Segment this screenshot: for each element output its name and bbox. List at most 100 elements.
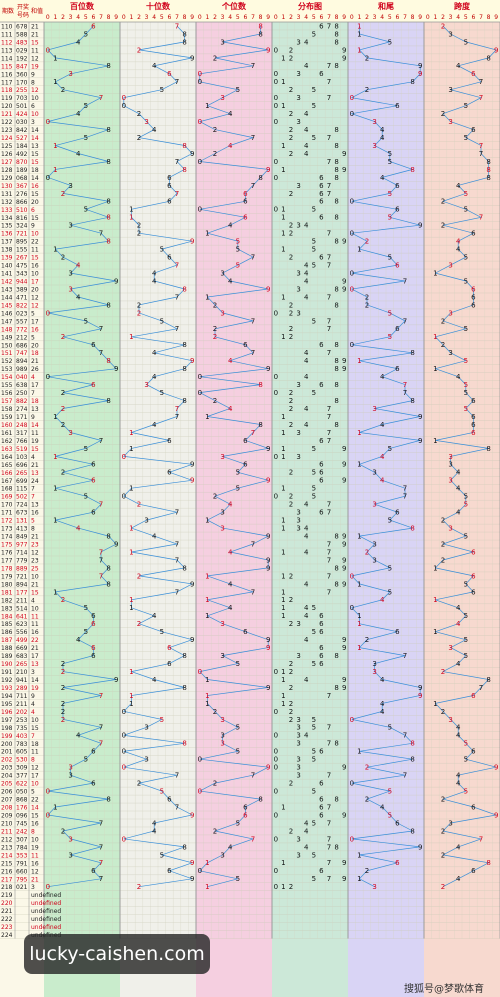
trend-point-0: 5 [84,445,88,453]
distribution-point: 2 [289,493,293,501]
trend-point-2: 7 [251,134,255,142]
distribution-point: 5 [312,238,316,246]
trend-point-5: 5 [464,493,468,501]
period-cell: 189 [1,653,13,660]
panel-0-digit-6: 6 [91,14,95,21]
distribution-point: 0 [274,309,278,317]
trend-point-5: 6 [471,413,476,421]
period-cell: 117 [1,79,13,86]
draw-cell: 483 [16,39,28,46]
trend-point-4: 4 [380,676,385,684]
trend-point-5: 5 [464,580,468,588]
trend-point-1: 5 [160,86,164,94]
trend-point-0: 6 [91,748,96,756]
trend-point-2: 1 [205,572,209,580]
distribution-point: 9 [342,365,346,373]
period-cell: 158 [1,406,13,413]
trend-point-1: 7 [175,293,179,301]
period-cell: 146 [1,310,13,317]
trend-point-0: 2 [61,405,65,413]
trend-point-1: 3 [144,118,148,126]
period-cell: 195 [1,701,13,708]
trend-point-0: 6 [91,867,96,875]
distribution-point: 4 [304,349,309,357]
trend-point-4: 6 [395,819,400,827]
trend-point-5: 2 [441,795,445,803]
distribution-point: 8 [334,740,338,748]
sum-cell: 15 [31,813,39,820]
trend-point-0: 8 [106,238,110,246]
trend-point-2: 3 [220,309,224,317]
sum-cell: 4 [31,374,35,381]
trend-point-4: 5 [388,254,392,262]
trend-point-2: 4 [228,548,233,556]
trend-point-1: 4 [152,126,157,134]
trend-point-5: 8 [486,676,490,684]
trend-point-0: 7 [99,230,103,238]
distribution-point: 2 [289,596,293,604]
distribution-point: 0 [274,835,278,843]
distribution-point: 7 [327,254,331,262]
trend-point-5: 6 [471,548,476,556]
distribution-point: 8 [334,341,338,349]
sum-cell: 17 [31,382,39,389]
distribution-point: 8 [334,795,338,803]
distribution-point: 1 [281,700,285,708]
distribution-point: 1 [281,485,285,493]
trend-point-5: 4 [456,772,461,780]
period-cell: 132 [1,199,13,206]
trend-point-2: 4 [228,604,233,612]
draw-cell: 622 [16,781,28,788]
trend-point-0: 7 [99,94,103,102]
trend-point-2: 3 [220,620,224,628]
distribution-point: 0 [274,811,278,819]
draw-cell: 514 [16,605,28,612]
panel-1-digit-7: 7 [175,14,179,21]
trend-point-0: 8 [106,564,110,572]
distribution-point: 5 [312,716,316,724]
sum-cell: 14 [31,805,39,812]
distribution-point: 6 [319,254,324,262]
trend-point-4: 4 [380,596,385,604]
trend-point-0: 8 [106,301,110,309]
trend-point-5: 1 [433,700,437,708]
trend-point-2: 7 [251,540,255,548]
period-cell: 194 [1,693,13,700]
draw-cell: 588 [16,31,28,38]
sum-cell: 15 [31,589,39,596]
draw-cell: 772 [16,326,28,333]
panel-2-digit-9: 9 [266,14,270,21]
distribution-point: 6 [319,612,324,620]
trend-point-1: 7 [175,190,179,198]
distribution-point: 8 [334,285,338,293]
trend-point-1: 9 [190,238,194,246]
distribution-point: 0 [274,174,278,182]
sum-cell: 17 [31,773,39,780]
period-cell: 150 [1,342,13,349]
distribution-point: 4 [304,269,309,277]
distribution-point: 5 [312,660,316,668]
trend-point-2: 5 [236,246,240,254]
trend-point-5: 6 [471,301,476,309]
distribution-point: 8 [334,365,338,373]
draw-cell: 747 [16,350,28,357]
trend-point-2: 1 [205,676,209,684]
distribution-point: 7 [327,724,331,732]
trend-point-4: 7 [403,389,407,397]
sum-cell: 11 [31,749,39,756]
trend-point-4: 2 [365,795,369,803]
trend-point-4: 0 [350,285,354,293]
distribution-point: 7 [327,588,331,596]
draw-cell: 696 [16,462,28,469]
draw-cell: 783 [16,741,28,748]
draw-cell: 103 [16,454,28,461]
trend-point-2: 2 [213,708,217,716]
trend-point-2: 5 [236,875,240,883]
trend-point-0: 3 [68,182,72,190]
trend-point-2: 7 [251,182,255,190]
distribution-point: 2 [289,716,293,724]
trend-point-2: 0 [198,206,202,214]
trend-point-5: 3 [448,477,452,485]
trend-point-0: 2 [61,254,65,262]
